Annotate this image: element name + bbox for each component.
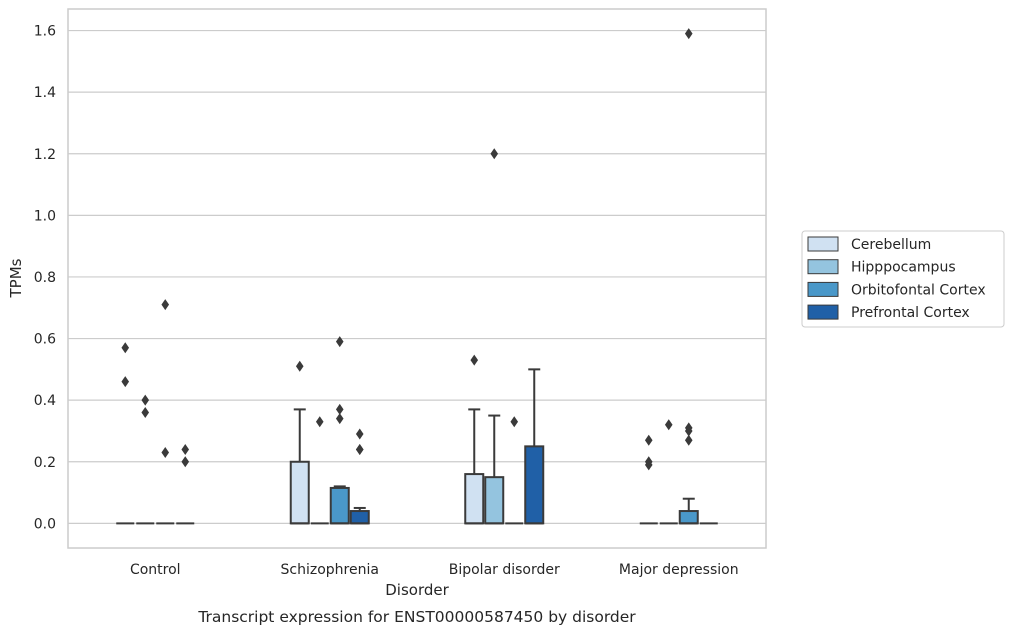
outlier-point xyxy=(644,434,653,446)
box-plot xyxy=(484,414,505,525)
box-plot xyxy=(524,368,545,525)
outliers xyxy=(121,28,693,471)
y-axis-label: TPMs xyxy=(7,258,25,298)
outlier-point xyxy=(121,376,130,388)
x-tick-label: Major depression xyxy=(619,562,739,578)
y-tick-label: 0.8 xyxy=(34,270,56,286)
x-tick-label: Schizophrenia xyxy=(281,562,379,578)
outlier-point xyxy=(161,447,170,459)
legend-label: Orbitofontal Cortex xyxy=(851,282,986,298)
outlier-point xyxy=(335,336,344,348)
y-tick-labels: 0.0 0.2 0.4 0.6 0.8 1.0 1.2 1.4 1.6 xyxy=(34,24,56,533)
boxes xyxy=(116,368,718,525)
y-tick-label: 0.4 xyxy=(34,393,56,409)
box-plot xyxy=(464,408,485,525)
chart-caption: Transcript expression for ENST0000058745… xyxy=(197,608,636,626)
box-plot xyxy=(678,497,699,525)
y-tick-label: 1.4 xyxy=(34,85,56,101)
outlier-point xyxy=(141,406,150,418)
outlier-point xyxy=(315,416,324,428)
y-tick-label: 1.0 xyxy=(34,208,56,224)
outlier-point xyxy=(161,299,170,311)
box xyxy=(678,510,699,525)
box xyxy=(464,473,485,525)
legend-swatch xyxy=(807,236,839,252)
box xyxy=(524,445,545,525)
box xyxy=(349,510,370,525)
x-tick-labels: Control Schizophrenia Bipolar disorder Majo… xyxy=(130,562,739,578)
outlier-point xyxy=(295,360,304,372)
outlier-point xyxy=(141,394,150,406)
outlier-point xyxy=(490,148,499,160)
x-axis-label: Disorder xyxy=(385,581,449,599)
outlier-point xyxy=(684,434,693,446)
outlier-point xyxy=(335,403,344,415)
y-tick-label: 0.0 xyxy=(34,516,56,532)
legend-swatch xyxy=(807,281,839,297)
legend-swatch xyxy=(807,259,839,275)
legend-label: Hipppocampus xyxy=(851,260,956,276)
box xyxy=(484,476,505,525)
outlier-point xyxy=(684,425,693,437)
box xyxy=(329,486,350,525)
grid-lines xyxy=(68,29,766,524)
outlier-point xyxy=(664,419,673,431)
y-tick-label: 1.6 xyxy=(34,24,56,40)
outlier-point xyxy=(684,28,693,40)
y-tick-label: 1.2 xyxy=(34,147,56,163)
outlier-point xyxy=(181,456,190,468)
legend: Cerebellum Hipppocampus Orbitofontal Corte… xyxy=(801,230,1005,328)
outlier-point xyxy=(470,354,479,366)
outlier-point xyxy=(644,459,653,471)
outlier-point xyxy=(121,342,130,354)
box xyxy=(289,460,310,525)
legend-frame xyxy=(801,230,1005,328)
outlier-point xyxy=(510,416,519,428)
x-tick-label: Bipolar disorder xyxy=(449,562,560,578)
legend-label: Cerebellum xyxy=(851,237,931,253)
box-plot xyxy=(349,506,370,525)
plot-frame xyxy=(67,8,767,549)
legend-label: Prefrontal Cortex xyxy=(851,305,970,321)
box-plot xyxy=(289,408,310,525)
box-plot xyxy=(329,485,350,525)
outlier-point xyxy=(355,443,364,455)
y-tick-label: 0.2 xyxy=(34,455,56,471)
outlier-point xyxy=(355,428,364,440)
outlier-point xyxy=(181,443,190,455)
legend-swatch xyxy=(807,304,839,320)
outlier-point xyxy=(335,413,344,425)
y-tick-label: 0.6 xyxy=(34,332,56,348)
x-tick-label: Control xyxy=(130,562,181,578)
